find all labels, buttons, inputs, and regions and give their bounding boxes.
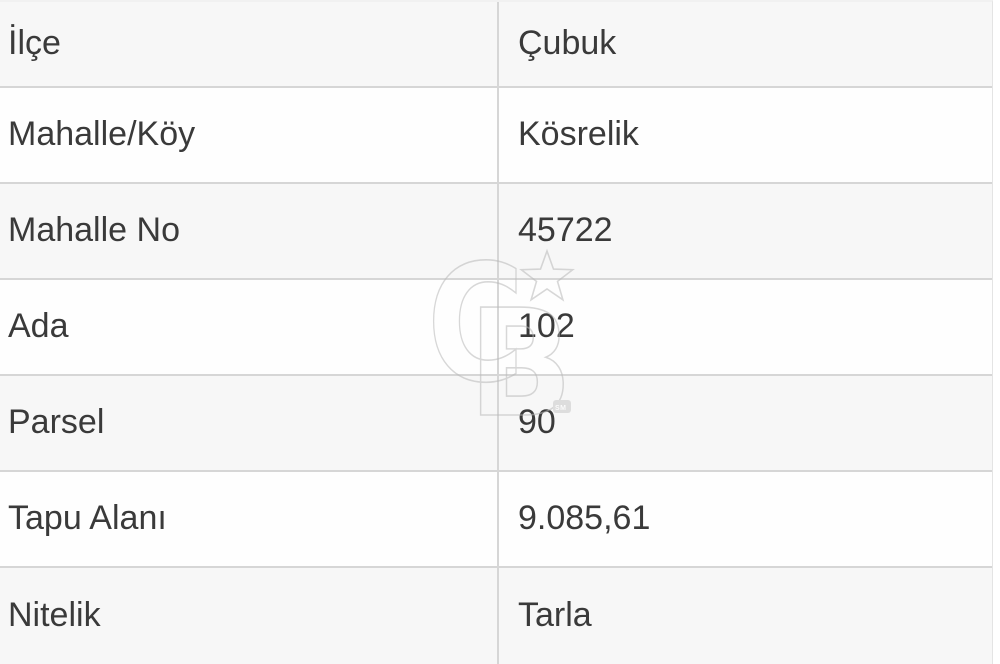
table-row: Nitelik Tarla xyxy=(0,568,992,664)
row-value: Kösrelik xyxy=(518,115,639,154)
row-label: Mahalle No xyxy=(0,184,499,278)
row-value: 102 xyxy=(518,307,575,346)
row-value: 9.085,61 xyxy=(518,499,651,538)
row-label: Ada xyxy=(0,280,499,374)
row-label: İlçe xyxy=(0,2,499,86)
table-row: Parsel 90 xyxy=(0,376,992,472)
row-label: Nitelik xyxy=(0,568,499,664)
row-label: Mahalle/Köy xyxy=(0,88,499,182)
row-value: 90 xyxy=(518,403,556,442)
table-row: Mahalle No 45722 xyxy=(0,184,992,280)
row-value: Tarla xyxy=(518,596,592,635)
table-row: Ada 102 xyxy=(0,280,992,376)
table-row: Mahalle/Köy Kösrelik xyxy=(0,88,992,184)
row-value: Çubuk xyxy=(518,24,617,63)
row-label: Tapu Alanı xyxy=(0,472,499,566)
row-value: 45722 xyxy=(518,211,613,250)
row-label: Parsel xyxy=(0,376,499,470)
table-row: İlçe Çubuk xyxy=(0,2,992,88)
table-row: Tapu Alanı 9.085,61 xyxy=(0,472,992,568)
